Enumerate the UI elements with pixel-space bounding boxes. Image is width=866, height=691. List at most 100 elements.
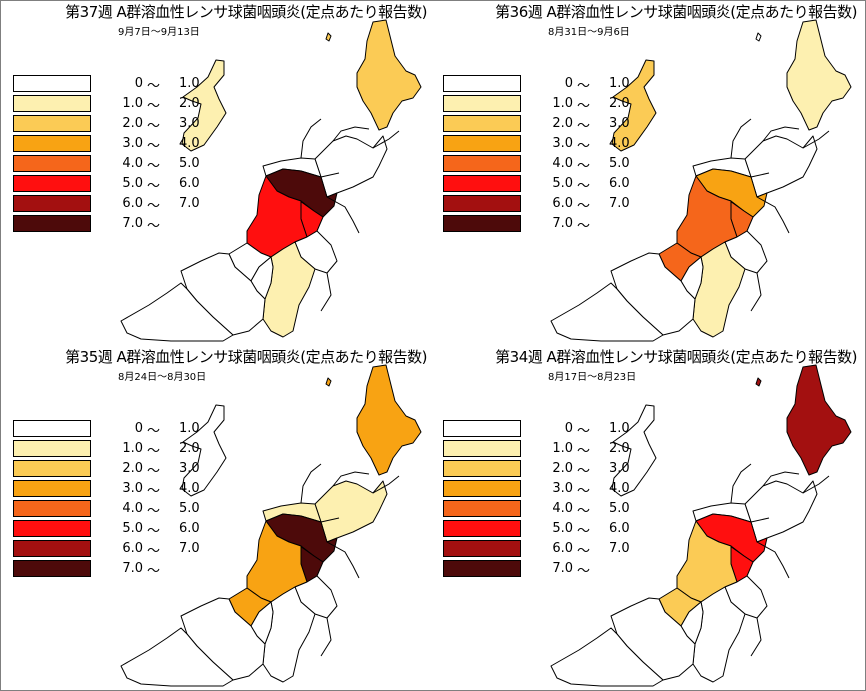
legend-swatch <box>13 500 91 517</box>
legend-to: 6.0 <box>179 521 200 536</box>
municipal-border-1 <box>730 463 752 504</box>
municipal-border-5 <box>326 541 360 579</box>
map-panel-3: 第35週 A群溶血性レンサ球菌咽頭炎(定点あたり報告数) 8月24日〜8月30日 0… <box>1 346 431 689</box>
map-title: 第36週 A群溶血性レンサ球菌咽頭炎(定点あたり報告数) <box>495 3 857 21</box>
region-awashima <box>755 32 762 42</box>
legend-to: 7.0 <box>179 196 200 211</box>
legend-to: 3.0 <box>609 461 630 476</box>
region-shibata <box>744 480 818 543</box>
legend-swatch <box>13 175 91 192</box>
legend-from: 6.0 <box>552 196 573 211</box>
legend-to: 2.0 <box>609 441 630 456</box>
region-sado <box>611 59 657 152</box>
legend-swatch <box>13 520 91 537</box>
legend-swatch <box>443 440 521 457</box>
legend-tilde: 〜 <box>147 444 161 459</box>
legend-swatch <box>443 420 521 437</box>
municipal-border-6 <box>750 617 762 657</box>
legend-swatch <box>13 480 91 497</box>
legend-to: 1.0 <box>609 421 630 436</box>
map-panel-1: 第37週 A群溶血性レンサ球菌咽頭炎(定点あたり報告数) 9月7日〜9月13日 0 〜… <box>1 1 431 344</box>
legend-from: 7.0 <box>122 216 143 231</box>
legend-to: 6.0 <box>609 176 630 191</box>
legend-to: 7.0 <box>179 541 200 556</box>
legend-tilde: 〜 <box>577 219 591 234</box>
legend-from: 6.0 <box>552 541 573 556</box>
legend-to: 4.0 <box>179 136 200 151</box>
legend-from: 2.0 <box>122 461 143 476</box>
legend-swatch <box>13 95 91 112</box>
legend-to: 6.0 <box>179 176 200 191</box>
region-sado <box>181 59 227 152</box>
legend-tilde: 〜 <box>147 504 161 519</box>
legend-swatch <box>443 135 521 152</box>
legend-swatch <box>13 215 91 232</box>
legend-from: 2.0 <box>552 461 573 476</box>
legend-swatch <box>13 155 91 172</box>
region-awashima <box>325 32 332 42</box>
legend-to: 2.0 <box>609 96 630 111</box>
legend-to: 3.0 <box>179 116 200 131</box>
legend-from: 3.0 <box>122 136 143 151</box>
legend-to: 1.0 <box>179 421 200 436</box>
region-itoigawa <box>550 627 664 687</box>
legend-tilde: 〜 <box>147 464 161 479</box>
legend-tilde: 〜 <box>577 444 591 459</box>
legend-to: 5.0 <box>609 156 630 171</box>
municipal-border-4 <box>750 517 770 523</box>
legend-from: 2.0 <box>122 116 143 131</box>
legend-to: 5.0 <box>609 501 630 516</box>
date-range: 8月24日〜8月30日 <box>118 372 207 383</box>
municipal-border-2 <box>332 471 370 487</box>
legend-swatch <box>443 215 521 232</box>
map-title: 第35週 A群溶血性レンサ球菌咽頭炎(定点あたり報告数) <box>65 348 427 366</box>
region-sado <box>181 404 227 497</box>
municipal-border-1 <box>730 118 752 159</box>
legend-swatch <box>443 540 521 557</box>
legend-to: 7.0 <box>609 196 630 211</box>
municipal-border-2 <box>332 126 370 142</box>
legend-tilde: 〜 <box>147 484 161 499</box>
legend-swatch <box>13 540 91 557</box>
legend-tilde: 〜 <box>147 424 161 439</box>
legend-swatch <box>13 75 91 92</box>
legend-tilde: 〜 <box>147 139 161 154</box>
legend-from: 5.0 <box>552 521 573 536</box>
legend-tilde: 〜 <box>147 219 161 234</box>
municipal-border-2 <box>762 126 800 142</box>
legend-from: 0 <box>564 76 573 91</box>
legend-swatch <box>443 520 521 537</box>
region-itoigawa <box>120 282 234 342</box>
legend-swatch <box>13 560 91 577</box>
legend-from: 2.0 <box>552 116 573 131</box>
legend-from: 5.0 <box>122 521 143 536</box>
legend-to: 6.0 <box>609 521 630 536</box>
legend-to: 3.0 <box>179 461 200 476</box>
map-panel-4: 第34週 A群溶血性レンサ球菌咽頭炎(定点あたり報告数) 8月17日〜8月23日 0… <box>431 346 861 689</box>
region-murakami <box>356 364 422 476</box>
legend-swatch <box>443 75 521 92</box>
legend-tilde: 〜 <box>147 179 161 194</box>
region-itoigawa <box>120 627 234 687</box>
legend-from: 4.0 <box>122 156 143 171</box>
legend-to: 1.0 <box>609 76 630 91</box>
legend-tilde: 〜 <box>147 99 161 114</box>
legend-from: 6.0 <box>122 541 143 556</box>
municipal-border-5 <box>756 541 790 579</box>
legend-tilde: 〜 <box>577 199 591 214</box>
region-murakami <box>786 364 852 476</box>
legend-tilde: 〜 <box>577 119 591 134</box>
niigata-map <box>120 364 422 687</box>
legend-tilde: 〜 <box>147 119 161 134</box>
region-awashima <box>325 377 332 387</box>
legend-tilde: 〜 <box>577 524 591 539</box>
legend-from: 3.0 <box>552 136 573 151</box>
municipal-border-3 <box>802 475 830 494</box>
legend-to: 4.0 <box>609 481 630 496</box>
niigata-map <box>550 364 852 687</box>
legend-swatch <box>13 420 91 437</box>
legend-from: 6.0 <box>122 196 143 211</box>
legend-swatch <box>443 500 521 517</box>
municipal-border-4 <box>320 172 340 178</box>
legend-from: 4.0 <box>552 156 573 171</box>
